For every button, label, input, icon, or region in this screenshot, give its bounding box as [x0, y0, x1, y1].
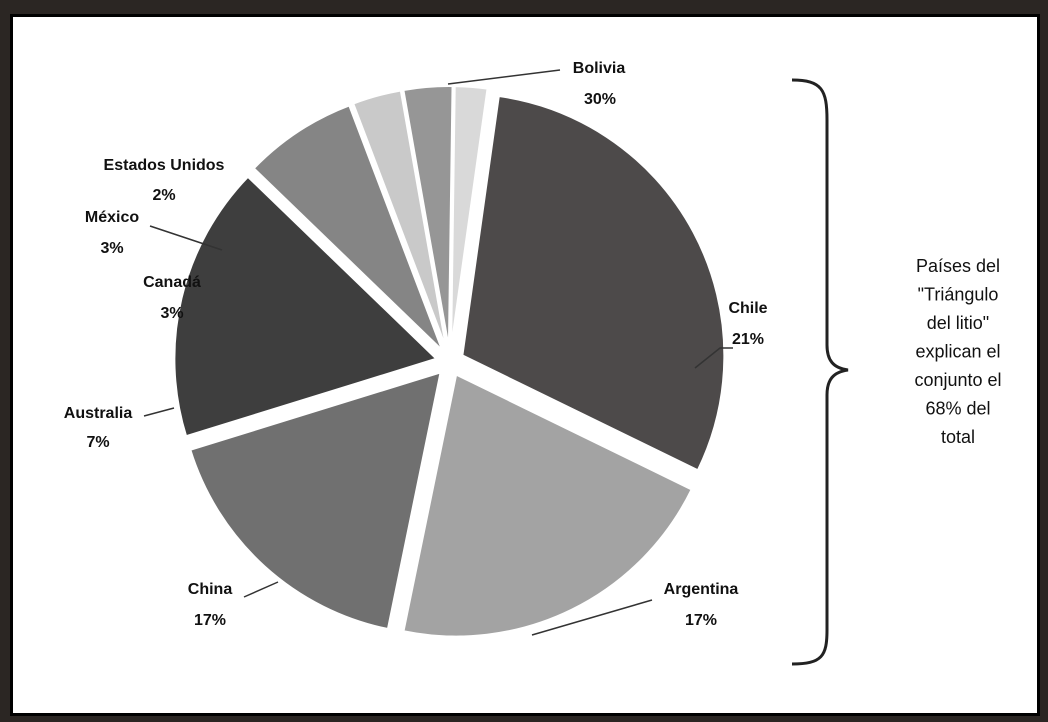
leader-line-australia: [143, 407, 175, 417]
slice-percent-label: 3%: [160, 305, 183, 322]
slice-percent-label: 17%: [685, 612, 717, 629]
slice-percent-label: 2%: [152, 187, 175, 204]
slice-percent-label: 17%: [194, 612, 226, 629]
slice-name-label: China: [188, 581, 233, 598]
pie-slice-argentina: [189, 370, 442, 631]
annotation-line: 68% del: [925, 399, 990, 419]
pie-slice-bolivia: [461, 94, 726, 472]
slice-name-label: Estados Unidos: [104, 157, 225, 174]
slice-name-label: Chile: [728, 300, 767, 317]
slice-percent-label: 30%: [584, 91, 616, 108]
annotation-line: "Triángulo: [918, 285, 999, 305]
slice-name-label: Argentina: [664, 581, 739, 598]
slice-name-label: Australia: [64, 405, 133, 422]
slice-percent-label: 3%: [100, 240, 123, 257]
leader-line-argentina: [531, 599, 653, 636]
leader-line-china: [243, 581, 279, 598]
annotation-line: del litio": [927, 313, 989, 333]
slice-name-label: México: [85, 209, 139, 226]
slice-percent-label: 7%: [86, 434, 109, 451]
pie-slice-chile: [402, 373, 694, 638]
annotation-line: Países del: [916, 256, 1000, 276]
slice-name-label: Canadá: [143, 274, 201, 291]
annotation-line: explican el: [915, 342, 1000, 362]
leader-lines: [143, 69, 733, 636]
pie-slice-canadá: [351, 89, 448, 349]
pie-slice-méxico: [402, 85, 454, 349]
leader-line-chile: [694, 347, 733, 369]
pie-slice-china: [173, 175, 439, 438]
annotation-line: conjunto el: [914, 370, 1001, 390]
brace-bracket: [791, 78, 849, 666]
annotation-text: Países del "Triángulo del litio" explican e…: [914, 256, 1001, 447]
slice-labels: Bolivia 30% Chile 21% Argentina 17% China 17% Au…: [64, 60, 768, 629]
leader-line-méxico: [149, 225, 223, 251]
pie-slice-australia: [252, 104, 444, 352]
annotation-line: total: [941, 427, 975, 447]
leader-line-bolivia: [447, 69, 561, 85]
pie-slices: [173, 85, 726, 638]
slice-percent-label: 21%: [732, 331, 764, 348]
pie-slice-estados-unidos: [450, 85, 489, 349]
slice-name-label: Bolivia: [573, 60, 626, 77]
